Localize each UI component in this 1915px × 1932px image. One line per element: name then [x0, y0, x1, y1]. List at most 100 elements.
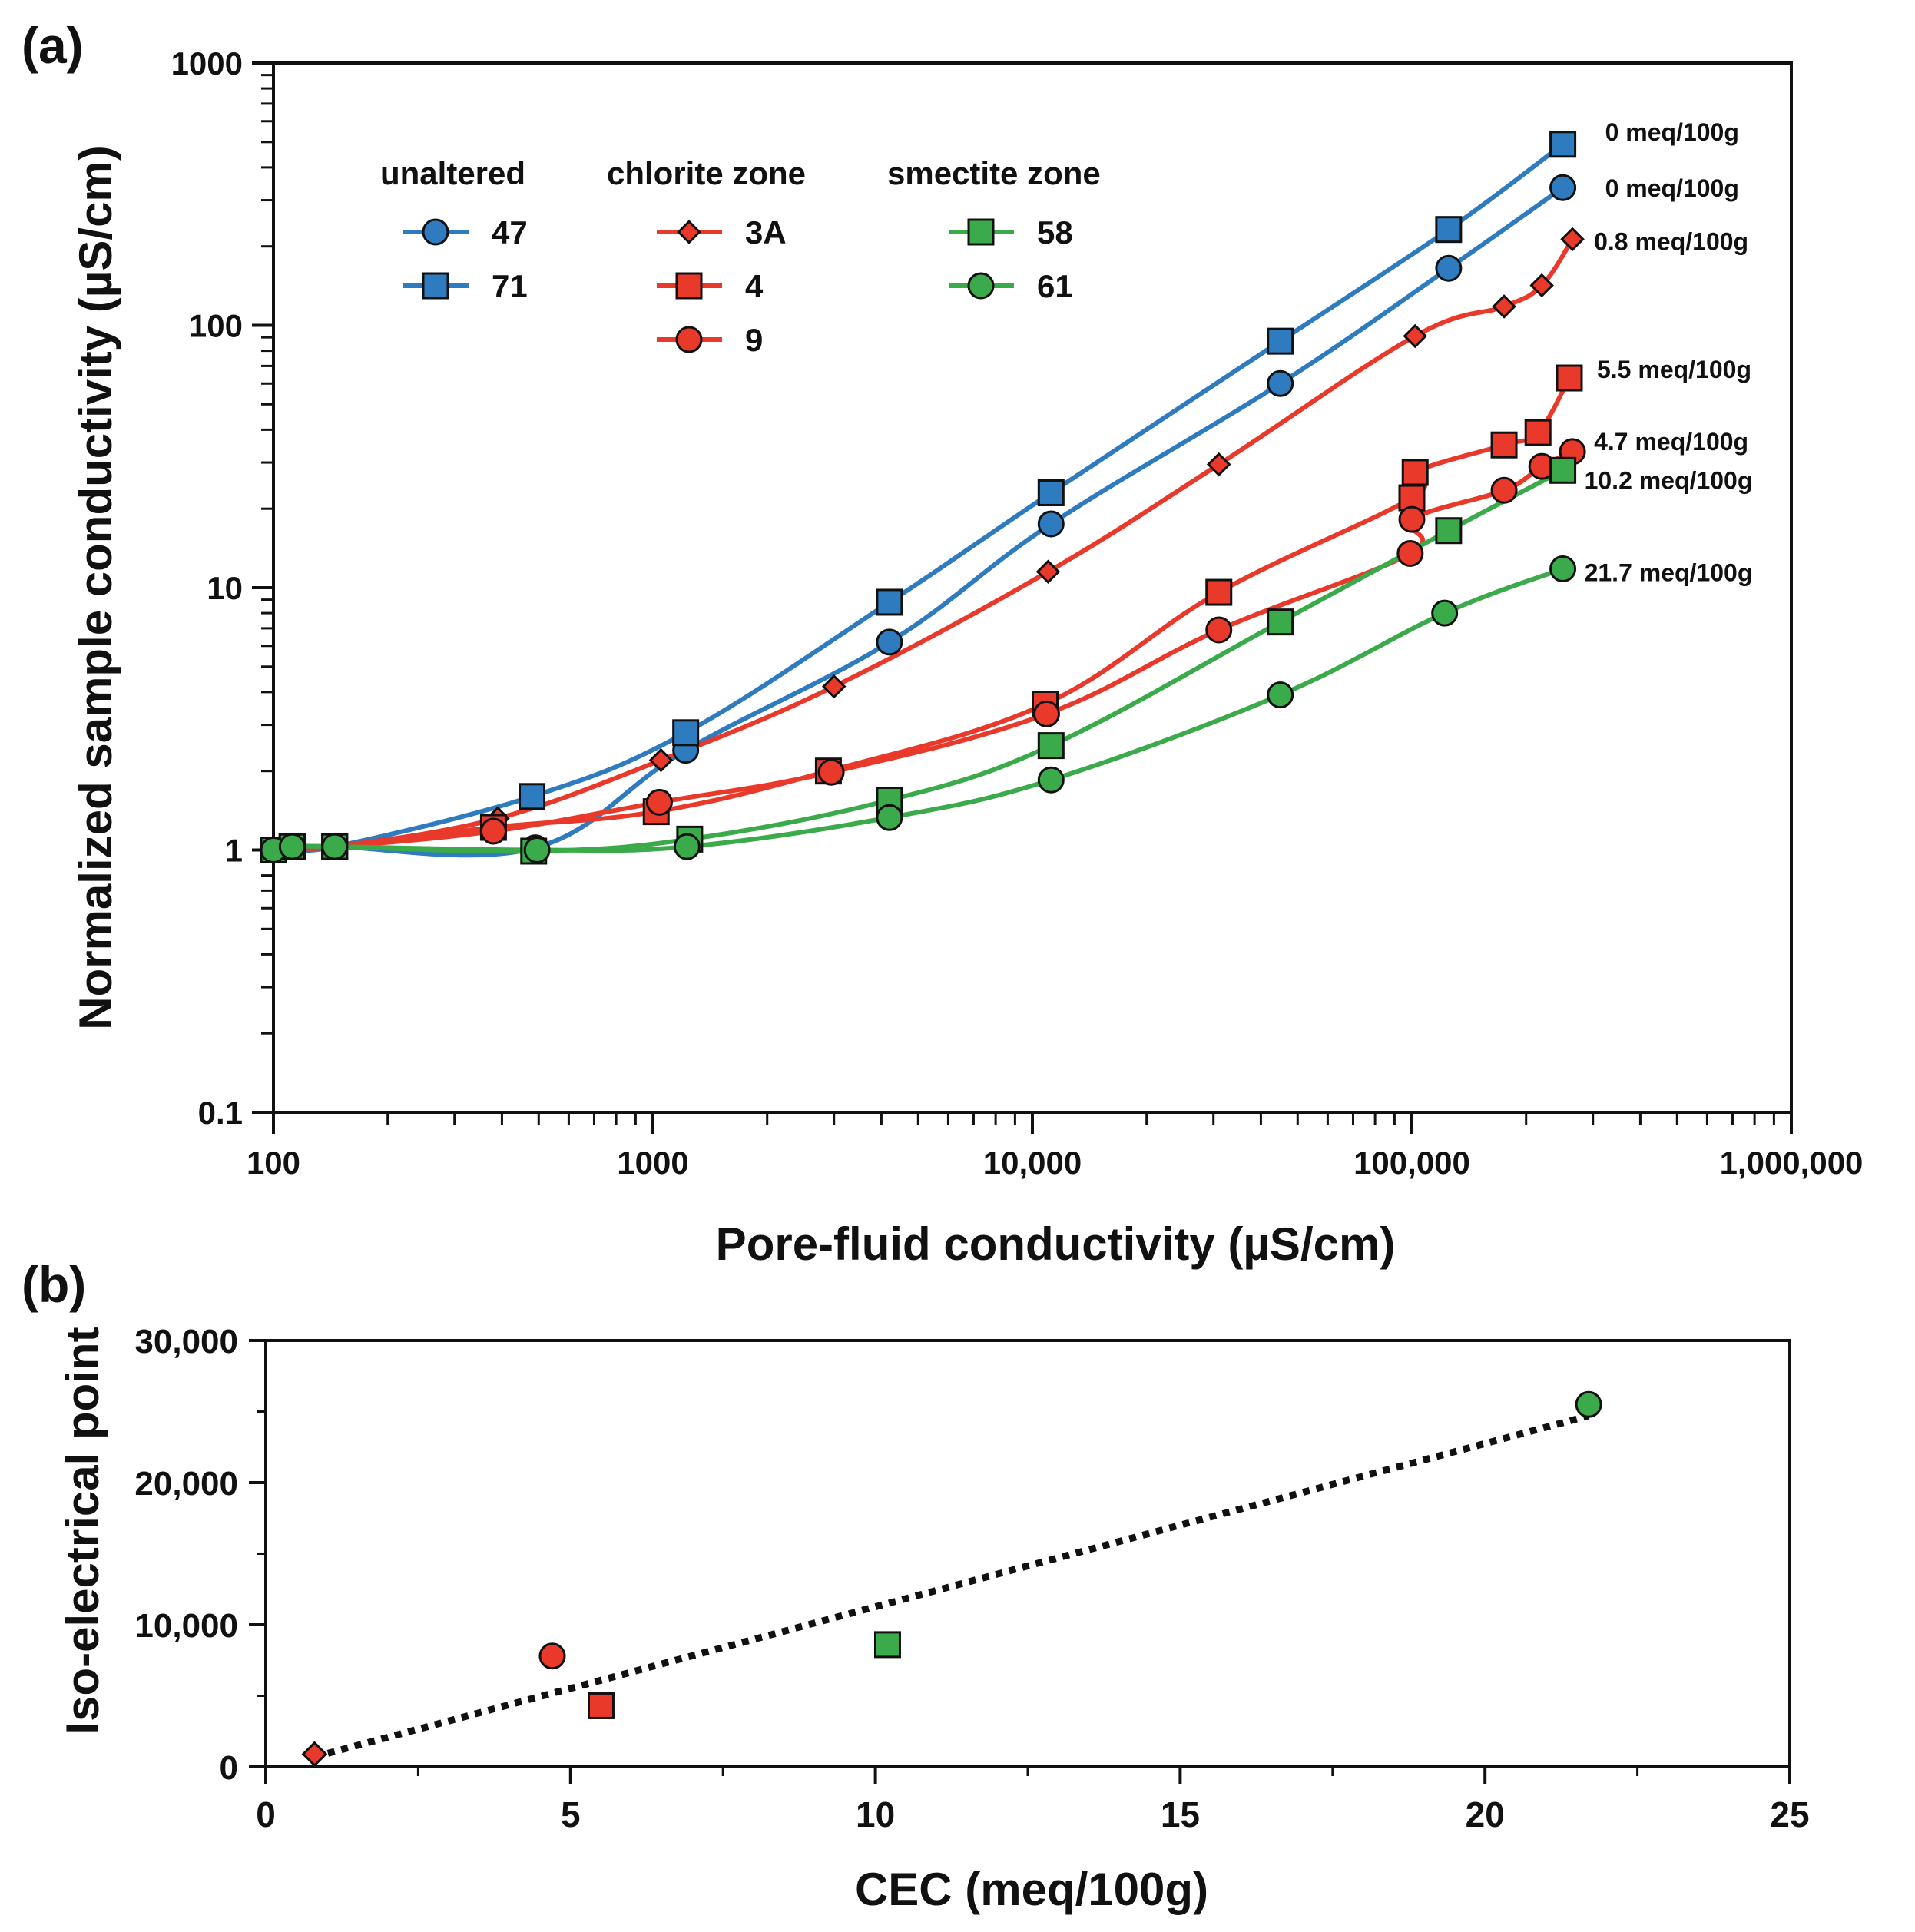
legend-group-title: smectite zone	[887, 155, 1101, 191]
scatter-point-61	[1575, 1390, 1602, 1418]
series-line-61	[271, 566, 1565, 853]
cec-label-58: 10.2 meq/100g	[1585, 466, 1753, 494]
legend-marker-9	[675, 326, 703, 353]
data-point-4	[1401, 459, 1429, 486]
data-point-3A	[821, 674, 847, 699]
data-point-58	[1037, 732, 1065, 760]
data-point-3A	[1529, 273, 1554, 298]
legend-label-58: 58	[1037, 214, 1073, 250]
data-point-3A	[1403, 323, 1428, 349]
y-axis-label: Iso-electrical point	[57, 1327, 108, 1734]
y-tick-label: 100	[189, 308, 243, 344]
y-tick-label: 10,000	[134, 1607, 238, 1645]
data-point-61	[523, 837, 551, 863]
scatter-point-4	[587, 1692, 615, 1719]
series-line-9	[271, 449, 1575, 853]
data-point-9	[817, 758, 845, 786]
x-tick-label: 20	[1466, 1794, 1505, 1834]
scatter-point-58	[873, 1631, 901, 1659]
y-tick-label: 20,000	[134, 1465, 238, 1503]
cec-label-4: 5.5 meq/100g	[1597, 356, 1751, 383]
legend-label-47: 47	[492, 214, 528, 250]
data-point-61	[1037, 766, 1065, 794]
x-axis-label: CEC (meq/100g)	[855, 1864, 1208, 1915]
data-point-4	[1490, 431, 1518, 459]
data-point-61	[1549, 555, 1577, 582]
data-point-47	[1267, 369, 1294, 397]
legend-marker-58	[967, 218, 995, 246]
x-tick-label: 100	[247, 1145, 300, 1181]
data-point-4	[1556, 364, 1583, 392]
x-tick-label: 1000	[617, 1145, 688, 1181]
data-point-3A	[1206, 452, 1231, 477]
y-tick-label: 10	[207, 570, 243, 606]
data-point-9	[1398, 505, 1426, 533]
series-line-4	[271, 376, 1572, 853]
cec-label-47: 0 meq/100g	[1605, 174, 1739, 202]
x-tick-label: 10,000	[983, 1145, 1082, 1181]
panel-b-chart: 0 5 10 15 20 25 0 10,000 20,000 30,000 CEC (meq/10…	[57, 1323, 1810, 1915]
data-point-61	[321, 833, 349, 860]
data-point-3A	[1492, 294, 1516, 319]
data-point-58	[1435, 517, 1463, 545]
data-point-61	[278, 833, 306, 860]
data-point-47	[1435, 254, 1463, 282]
y-tick-label: 30,000	[134, 1323, 238, 1360]
scatter-point-3A	[301, 1741, 328, 1768]
scatter-point-9	[538, 1642, 566, 1670]
y-tick-label: 0.1	[198, 1095, 243, 1131]
legend-marker-4	[675, 272, 703, 300]
data-point-3A	[648, 747, 674, 773]
plot-b-frame	[264, 1339, 1791, 1768]
legend-marker-3A	[677, 220, 701, 244]
legend-label-4: 4	[745, 268, 764, 304]
panel-a-label: (a)	[22, 17, 84, 74]
data-point-47	[876, 628, 903, 656]
data-point-58	[1549, 456, 1577, 484]
data-point-9	[1490, 476, 1518, 504]
cec-label-3A: 0.8 meq/100g	[1594, 227, 1748, 255]
data-point-9	[645, 788, 673, 816]
data-point-71	[672, 719, 700, 747]
panel-a-chart: 100 1000 10,000 100,000 1,000,000 0.1 1 10 100 10…	[70, 45, 1863, 1270]
legend-marker-71	[422, 272, 449, 300]
y-axis-label: Normalized sample conductivity (µS/cm)	[70, 145, 121, 1030]
x-tick-label: 10	[856, 1794, 895, 1834]
cec-label-71: 0 meq/100g	[1605, 118, 1739, 146]
panel-b-label: (b)	[22, 1256, 86, 1313]
data-point-71	[876, 588, 903, 616]
legend-label-3A: 3A	[745, 214, 787, 250]
legend-group-title: chlorite zone	[607, 155, 806, 191]
data-point-71	[1549, 131, 1577, 158]
data-point-4	[1524, 419, 1552, 446]
trend-line	[313, 1412, 1590, 1761]
x-axis-label: Pore-fluid conductivity (µS/cm)	[716, 1218, 1396, 1270]
legend-group-title: unaltered	[380, 155, 525, 191]
data-point-3A	[1035, 559, 1061, 585]
data-point-61	[1267, 681, 1294, 709]
series-line-71	[271, 141, 1565, 853]
data-point-61	[1431, 599, 1459, 627]
data-point-58	[1267, 608, 1294, 636]
data-point-9	[1205, 616, 1233, 644]
data-point-47	[1037, 510, 1065, 538]
data-point-9	[1032, 700, 1060, 727]
legend-label-61: 61	[1037, 268, 1073, 304]
x-tick-label: 1,000,000	[1720, 1145, 1864, 1181]
data-point-4	[1205, 578, 1233, 606]
y-tick-label: 1000	[171, 45, 243, 81]
legend-marker-61	[967, 272, 995, 300]
cec-label-9: 4.7 meq/100g	[1594, 428, 1748, 456]
data-point-61	[673, 833, 701, 860]
y-tick-label: 0	[220, 1749, 238, 1787]
x-tick-label: 15	[1161, 1794, 1200, 1834]
x-tick-label: 100,000	[1353, 1145, 1470, 1181]
series-line-3A	[271, 237, 1575, 853]
data-point-47	[1549, 174, 1577, 201]
data-point-9	[479, 817, 507, 845]
cec-label-61: 21.7 meq/100g	[1585, 558, 1753, 586]
y-tick-label: 1	[225, 833, 243, 869]
legend-marker-47	[422, 218, 449, 246]
data-point-71	[519, 783, 546, 810]
